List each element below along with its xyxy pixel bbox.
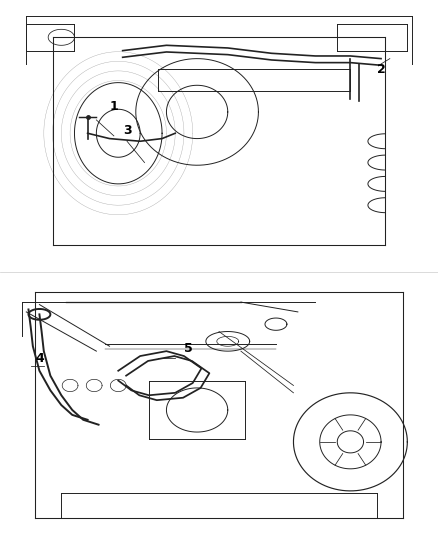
Text: 1: 1 <box>110 100 118 113</box>
Text: 3: 3 <box>123 124 131 137</box>
Text: 5: 5 <box>184 342 193 355</box>
Text: 4: 4 <box>35 352 44 365</box>
Text: 2: 2 <box>377 63 385 76</box>
